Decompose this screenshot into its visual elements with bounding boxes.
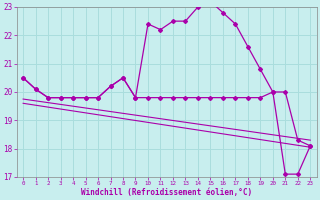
X-axis label: Windchill (Refroidissement éolien,°C): Windchill (Refroidissement éolien,°C): [81, 188, 252, 197]
